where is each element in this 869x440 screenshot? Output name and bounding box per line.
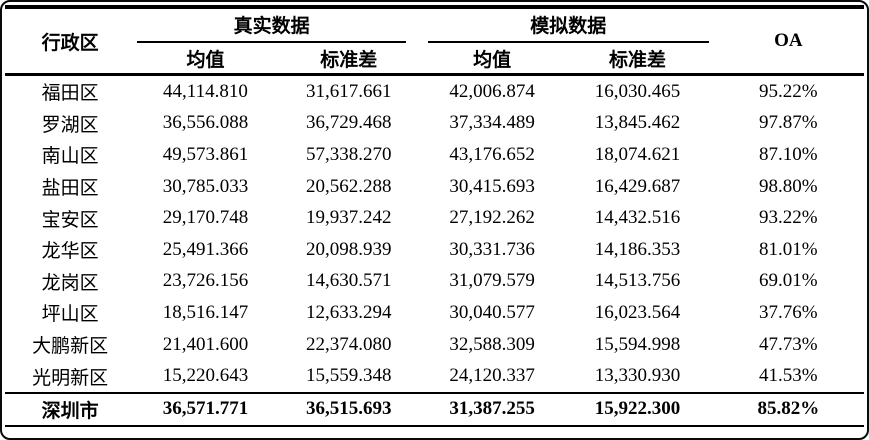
table-row: 坪山区 18,516.147 12,633.294 30,040.577 16,…: [5, 297, 864, 329]
district-cell: 龙华区: [41, 241, 99, 263]
total-real-mean-cell: 36,571.771: [135, 391, 276, 427]
real-mean-cell: 36,556.088: [162, 112, 249, 134]
real-mean-cell: 15,220.643: [162, 365, 249, 387]
group-header-real-label: 真实数据: [137, 9, 406, 43]
sim-mean-cell: 30,040.577: [449, 301, 535, 323]
subheader-sim-mean: 均值: [421, 43, 563, 76]
sim-mean-cell: 31,079.579: [449, 270, 535, 292]
sim-std-cell: 13,845.462: [594, 112, 681, 134]
sim-std-cell: 15,594.998: [594, 333, 681, 355]
table-row: 盐田区 30,785.033 20,562.288 30,415.693 16,…: [5, 171, 864, 203]
total-district-cell: 深圳市: [5, 391, 136, 427]
table-row: 大鹏新区 21,401.600 22,374.080 32,588.309 15…: [5, 329, 864, 361]
sim-mean-cell: 32,588.309: [449, 333, 535, 355]
table-row: 罗湖区 36,556.088 36,729.468 37,334.489 13,…: [5, 108, 864, 140]
real-mean-cell: 21,401.600: [162, 333, 249, 355]
table-row: 南山区 49,573.861 57,338.270 43,176.652 18,…: [5, 139, 864, 171]
group-header-row: 行政区 真实数据 模拟数据 OA: [5, 7, 864, 76]
sim-std-cell: 14,186.353: [594, 238, 681, 260]
oa-cell: 97.87%: [759, 112, 818, 134]
total-real-std-cell: 36,515.693: [275, 391, 422, 427]
table-header: 行政区 真实数据 模拟数据 OA 均值 标准差 均值 标准差: [5, 7, 864, 76]
subheader-sim-std: 标准差: [562, 43, 713, 76]
real-std-cell: 15,559.348: [306, 365, 392, 387]
table-row: 龙华区 25,491.366 20,098.939 30,331.736 14,…: [5, 234, 864, 266]
oa-cell: 37.76%: [759, 301, 818, 323]
table-row: 光明新区 15,220.643 15,559.348 24,120.337 13…: [5, 360, 864, 393]
district-cell: 大鹏新区: [32, 336, 109, 358]
group-header-real-data: 真实数据: [135, 7, 422, 43]
table-footer: 深圳市 36,571.771 36,515.693 31,387.255 15,…: [5, 391, 864, 427]
table-row: 宝安区 29,170.748 19,937.242 27,192.262 14,…: [5, 202, 864, 234]
district-statistics-table: 行政区 真实数据 模拟数据 OA 均值 标准差 均值 标准差 福田区 44,11…: [5, 5, 864, 427]
total-oa-cell: 85.82%: [712, 391, 864, 427]
real-std-cell: 20,098.939: [306, 238, 392, 260]
district-cell: 罗湖区: [41, 114, 99, 136]
oa-cell: 98.80%: [759, 175, 818, 197]
sim-mean-cell: 37,334.489: [449, 112, 535, 134]
sim-mean-cell: 43,176.652: [449, 143, 535, 165]
real-mean-cell: 30,785.033: [162, 175, 249, 197]
table-row: 福田区 44,114.810 31,617.661 42,006.874 16,…: [5, 75, 864, 108]
oa-cell: 87.10%: [759, 143, 818, 165]
district-cell: 南山区: [41, 146, 99, 168]
real-std-cell: 20,562.288: [306, 175, 392, 197]
sim-mean-cell: 24,120.337: [449, 365, 535, 387]
oa-cell: 81.01%: [759, 238, 818, 260]
oa-cell: 41.53%: [759, 365, 818, 387]
sim-std-cell: 16,023.564: [594, 301, 681, 323]
real-mean-cell: 25,491.366: [162, 238, 249, 260]
district-cell: 坪山区: [41, 304, 99, 326]
sim-std-cell: 14,432.516: [594, 207, 681, 229]
oa-cell: 69.01%: [759, 270, 818, 292]
real-mean-cell: 23,726.156: [162, 270, 249, 292]
subheader-real-mean: 均值: [135, 43, 276, 76]
total-sim-mean-cell: 31,387.255: [421, 391, 563, 427]
subheader-real-std: 标准差: [275, 43, 422, 76]
real-std-cell: 36,729.468: [306, 112, 392, 134]
col-header-oa: OA: [712, 7, 864, 76]
sim-mean-cell: 30,331.736: [449, 238, 535, 260]
sim-std-cell: 13,330.930: [594, 365, 681, 387]
real-mean-cell: 18,516.147: [162, 301, 249, 323]
oa-cell: 93.22%: [759, 207, 818, 229]
total-sim-std-cell: 15,922.300: [562, 391, 713, 427]
real-std-cell: 57,338.270: [306, 143, 392, 165]
real-mean-cell: 49,573.861: [162, 143, 249, 165]
district-cell: 盐田区: [41, 178, 99, 200]
real-std-cell: 12,633.294: [306, 301, 392, 323]
table-body: 福田区 44,114.810 31,617.661 42,006.874 16,…: [5, 75, 864, 393]
sim-std-cell: 14,513.756: [594, 270, 681, 292]
district-cell: 宝安区: [41, 209, 99, 231]
district-cell: 福田区: [41, 83, 99, 105]
sim-mean-cell: 42,006.874: [449, 80, 535, 102]
group-header-sim-label: 模拟数据: [427, 9, 709, 43]
total-row: 深圳市 36,571.771 36,515.693 31,387.255 15,…: [5, 391, 864, 427]
sim-mean-cell: 30,415.693: [449, 175, 535, 197]
real-std-cell: 31,617.661: [306, 80, 392, 102]
oa-cell: 47.73%: [759, 333, 818, 355]
real-mean-cell: 44,114.810: [163, 80, 248, 102]
real-std-cell: 14,630.571: [306, 270, 392, 292]
district-cell: 光明新区: [32, 367, 109, 389]
group-header-simulated-data: 模拟数据: [422, 7, 713, 43]
real-std-cell: 19,937.242: [306, 207, 392, 229]
sim-std-cell: 18,074.621: [594, 143, 681, 165]
sim-mean-cell: 27,192.262: [449, 207, 535, 229]
district-cell: 龙岗区: [41, 272, 99, 294]
sim-std-cell: 16,030.465: [594, 80, 681, 102]
table-row: 龙岗区 23,726.156 14,630.571 31,079.579 14,…: [5, 266, 864, 298]
sub-header-row: 均值 标准差 均值 标准差: [5, 43, 864, 76]
real-std-cell: 22,374.080: [306, 333, 392, 355]
oa-cell: 95.22%: [759, 80, 818, 102]
sim-std-cell: 16,429.687: [594, 175, 681, 197]
col-header-district: 行政区: [5, 7, 136, 76]
real-mean-cell: 29,170.748: [162, 207, 249, 229]
